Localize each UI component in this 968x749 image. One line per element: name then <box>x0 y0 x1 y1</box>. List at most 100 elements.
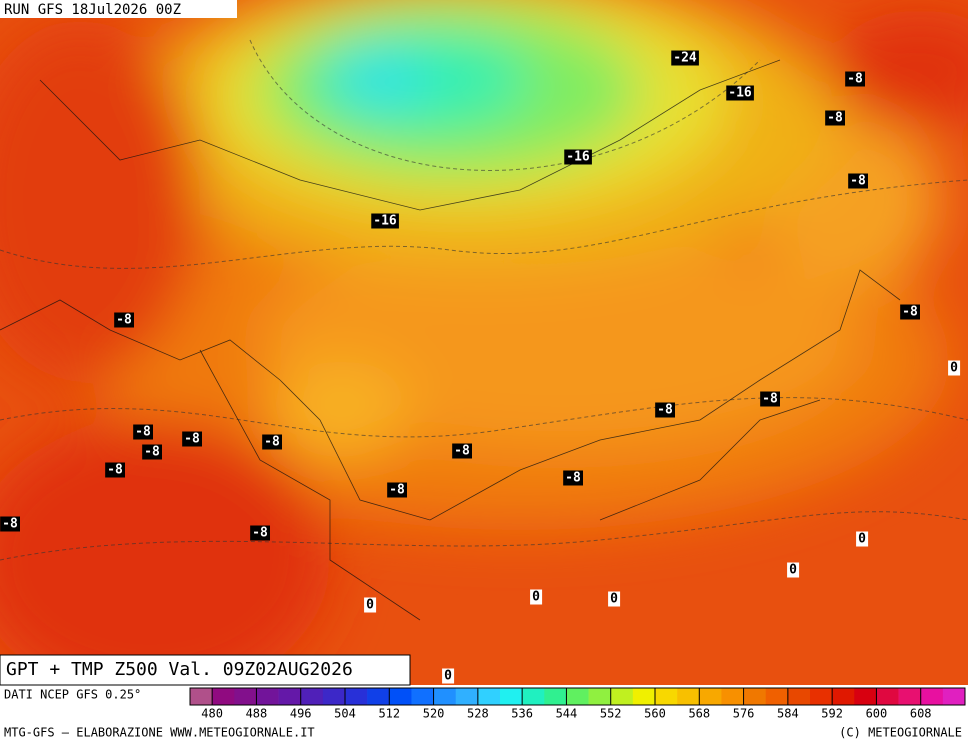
contour-label-box <box>105 462 125 478</box>
colorbar-swatch <box>699 688 722 705</box>
colorbar-tick-label: 568 <box>688 707 710 721</box>
colorbar-swatch <box>212 688 235 705</box>
source-label: DATI NCEP GFS 0.25° <box>4 688 141 702</box>
colorbar-swatch <box>632 688 656 705</box>
footer-left: MTG-GFS — ELABORAZIONE WWW.METEOGIORNALE… <box>4 726 315 740</box>
contour-label-box <box>671 50 699 66</box>
contour-label: -8 <box>264 435 280 450</box>
contour-label-box <box>133 424 153 440</box>
contour-label: -8 <box>454 444 470 459</box>
colorbar-swatch <box>721 688 744 705</box>
contour-label: -8 <box>144 445 160 460</box>
colorbar-tick-label: 528 <box>467 707 489 721</box>
contour-label-box <box>387 482 407 498</box>
contour-label: -16 <box>373 214 397 229</box>
colorbar-tick-label: 576 <box>733 707 755 721</box>
colorbar-tick-label: 552 <box>600 707 622 721</box>
footer-right: (C) METEOGIORNALE <box>839 726 962 740</box>
contour-label: 0 <box>444 669 452 684</box>
colorbar-swatch <box>544 688 567 705</box>
contour-label-box <box>564 149 592 165</box>
colorbar-swatch <box>322 688 346 705</box>
contour-label-box <box>250 525 270 541</box>
contour-label-box <box>442 668 455 684</box>
contour-label-box <box>364 597 377 613</box>
colorbar-tick-label: 496 <box>290 707 312 721</box>
colorbar-tick-label: 560 <box>644 707 666 721</box>
header-box <box>0 0 237 18</box>
contour-label: -8 <box>116 313 132 328</box>
colorbar-swatch <box>367 688 390 705</box>
colorbar-swatch <box>832 688 855 705</box>
colorbar-swatch <box>256 688 279 705</box>
contour-label: 0 <box>366 598 374 613</box>
contour-label-box <box>655 402 675 418</box>
colorbar-tick-label: 512 <box>378 707 400 721</box>
map-field <box>0 0 968 685</box>
contour-label: -8 <box>2 517 18 532</box>
contour-label-box <box>948 360 961 376</box>
colorbar-swatch <box>854 688 877 705</box>
contour-label: -8 <box>850 174 866 189</box>
colorbar-tick-label: 480 <box>201 707 223 721</box>
contour-label-box <box>825 110 845 126</box>
colorbar-swatch <box>455 688 479 705</box>
colorbar-tick-label: 504 <box>334 707 356 721</box>
colorbar-tick-label: 488 <box>246 707 268 721</box>
contour-label-box <box>262 434 282 450</box>
colorbar-swatch <box>610 688 634 705</box>
colorbar-swatch <box>942 688 966 705</box>
colorbar-swatch <box>898 688 922 705</box>
colorbar-tick-label: 536 <box>511 707 533 721</box>
contour-label: -8 <box>252 526 268 541</box>
contour-label: -8 <box>657 403 673 418</box>
colorbar-swatch <box>411 688 434 705</box>
contour-label: -8 <box>902 305 918 320</box>
contour-label-box <box>856 531 869 547</box>
colorbar-swatch <box>655 688 678 705</box>
contour-label: -8 <box>135 425 151 440</box>
colorbar-swatch <box>522 688 545 705</box>
colorbar-swatch <box>787 688 811 705</box>
contour-label-box <box>142 444 162 460</box>
contour-label: 0 <box>532 590 540 605</box>
contour-label: -16 <box>728 86 752 101</box>
colorbar-swatch <box>765 688 789 705</box>
contour-label: 0 <box>610 592 618 607</box>
contour-label-box <box>726 85 754 101</box>
colorbar-tick-label: 608 <box>910 707 932 721</box>
contour-label: -8 <box>184 432 200 447</box>
contour-label-box <box>760 391 780 407</box>
colorbar-swatch <box>433 688 457 705</box>
contour-label: -8 <box>827 111 843 126</box>
contour-label-box <box>563 470 583 486</box>
colorbar-swatch <box>500 688 523 705</box>
contour-label-box <box>0 516 20 532</box>
colorbar-swatch <box>566 688 589 705</box>
colorbar-tick-label: 520 <box>423 707 445 721</box>
contour-label-box <box>530 589 543 605</box>
colorbar-swatch <box>477 688 501 705</box>
contour-label: -8 <box>847 72 863 87</box>
colorbar-swatch <box>588 688 612 705</box>
contour-label: 0 <box>950 361 958 376</box>
contour-label: -8 <box>389 483 405 498</box>
run-label: RUN GFS 18Jul2026 00Z <box>4 2 181 18</box>
colorbar-tick-label: 592 <box>821 707 843 721</box>
colorbar-swatch <box>810 688 833 705</box>
colorbar-swatch <box>920 688 944 705</box>
contour-label-box <box>845 71 865 87</box>
colorbar-swatch <box>677 688 700 705</box>
colorbar-swatch <box>278 688 302 705</box>
colorbar-swatch <box>234 688 257 705</box>
colorbar-tick-label: 584 <box>777 707 799 721</box>
contour-label: -8 <box>107 463 123 478</box>
contour-label-box <box>900 304 920 320</box>
contour-label-box <box>182 431 202 447</box>
contour-label: -8 <box>762 392 778 407</box>
contour-label-box <box>114 312 134 328</box>
contour-label: 0 <box>858 532 866 547</box>
contour-label-box <box>848 173 868 189</box>
